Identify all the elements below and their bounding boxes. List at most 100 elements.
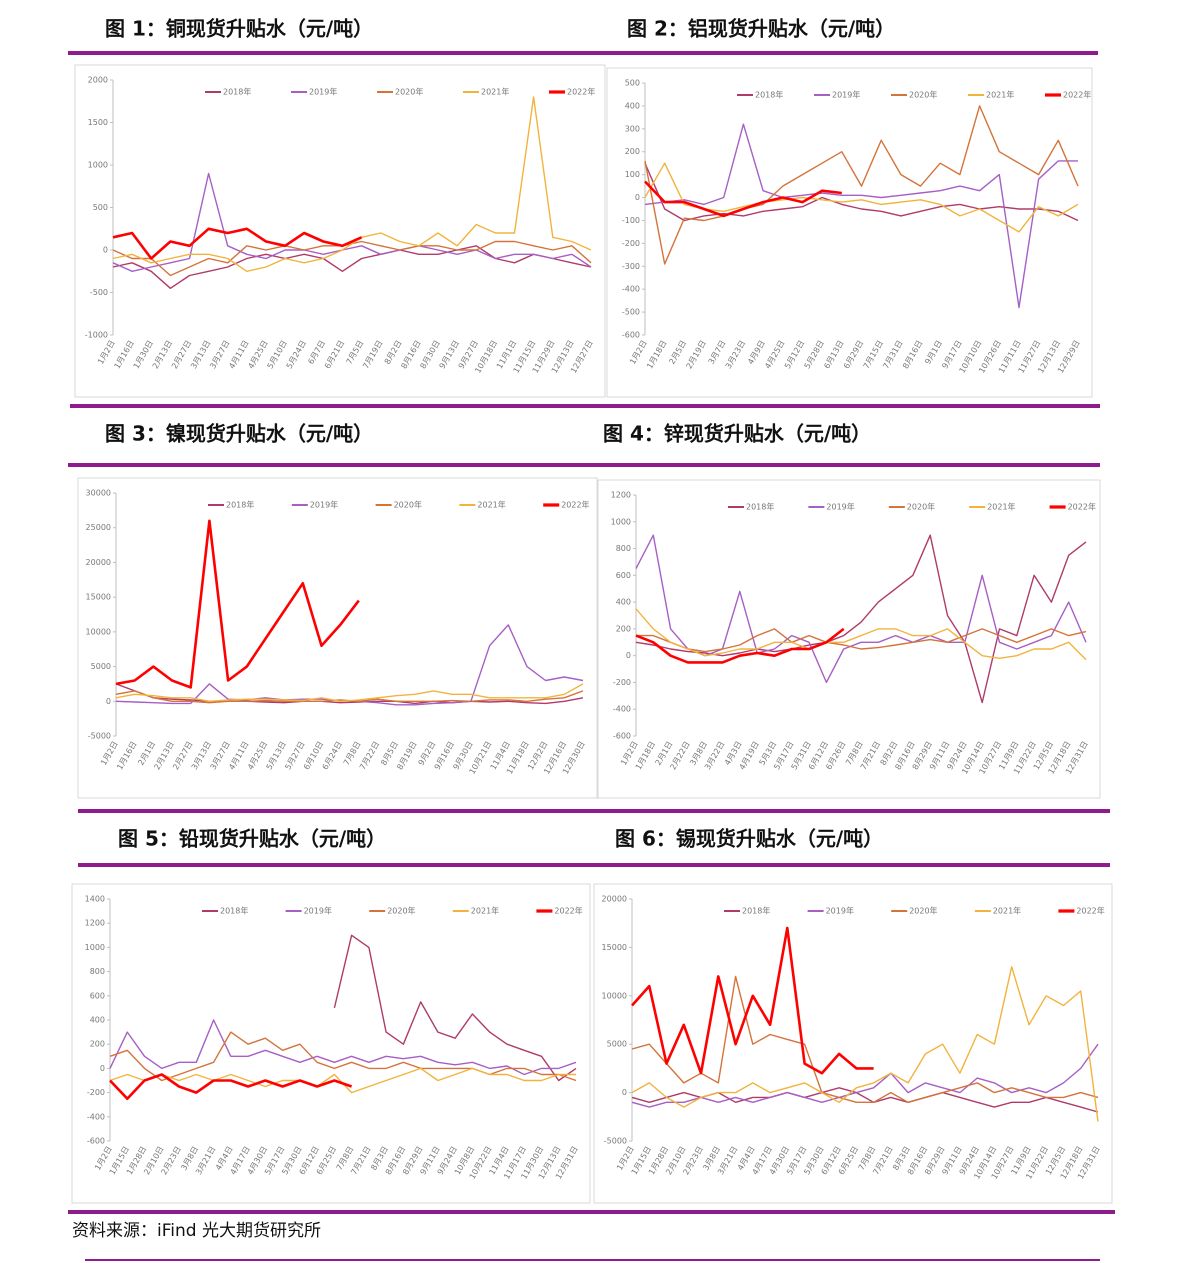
- legend-label: 2021年: [987, 502, 1015, 512]
- series-line: [109, 1019, 577, 1076]
- y-tick-label: 1500: [88, 118, 108, 127]
- y-tick-label: 1200: [611, 491, 631, 500]
- chart: 图 3：镍现货升贴水（元/吨） -5000 0 5000 10000 15000 20000…: [77, 422, 598, 799]
- y-tick-label: 200: [90, 1040, 105, 1049]
- chart: 图 1：铜现货升贴水（元/吨） -1000 -500 0 500 1000 1500 2000…: [74, 17, 606, 398]
- y-tick-label: 30000: [86, 489, 111, 498]
- y-tick-label: 0: [622, 1088, 627, 1097]
- y-tick-label: -400: [613, 705, 631, 714]
- chart-frame: [597, 479, 1101, 799]
- legend-label: 2021年: [986, 90, 1014, 100]
- chart: 图 6：锡现货升贴水（元/吨） -5000 0 5000 10000 15000 20000…: [593, 827, 1113, 1204]
- legend-label: 2020年: [394, 500, 422, 510]
- legend-label: 2020年: [909, 906, 937, 916]
- legend-label: 2021年: [993, 906, 1021, 916]
- chart-title: 图 4：锌现货升贴水（元/吨）: [603, 422, 871, 446]
- chart: 图 5：铅现货升贴水（元/吨） -600 -400 -200 0 200 400 600 800…: [71, 827, 591, 1204]
- series-line: [635, 608, 1087, 661]
- y-tick-label: -400: [87, 1112, 105, 1121]
- chart-title: 图 5：铅现货升贴水（元/吨）: [118, 827, 386, 851]
- y-tick-label: 1200: [85, 919, 105, 928]
- series-line: [644, 105, 1079, 265]
- legend-label: 2019年: [832, 90, 860, 100]
- series-line: [112, 245, 592, 289]
- chart-title: 图 3：镍现货升贴水（元/吨）: [105, 422, 373, 446]
- y-tick-label: 1000: [611, 517, 631, 526]
- y-tick-label: -500: [622, 308, 640, 317]
- y-tick-label: -600: [613, 732, 631, 741]
- chart-title: 图 2：铝现货升贴水（元/吨）: [627, 17, 895, 41]
- y-tick-label: 20000: [86, 558, 111, 567]
- legend-label: 2018年: [223, 87, 251, 97]
- y-tick-label: -100: [622, 216, 640, 225]
- series-line: [631, 926, 874, 1075]
- source-note: 资料来源：iFind 光大期货研究所: [72, 1221, 321, 1241]
- y-tick-label: 15000: [602, 943, 627, 952]
- y-tick-label: 800: [616, 544, 631, 553]
- y-tick-label: 20000: [602, 895, 627, 904]
- legend-label: 2019年: [310, 500, 338, 510]
- y-tick-label: 300: [625, 124, 640, 133]
- y-tick-label: -200: [622, 239, 640, 248]
- y-tick-label: 15000: [86, 593, 111, 602]
- legend-label: 2019年: [826, 502, 854, 512]
- series-line: [115, 519, 360, 689]
- legend-label: 2018年: [755, 90, 783, 100]
- y-tick-label: 1000: [88, 161, 108, 170]
- legend-label: 2022年: [1076, 906, 1104, 916]
- chart: 图 2：铝现货升贴水（元/吨） -600 -500 -400 -300 -200 -100 0…: [606, 17, 1093, 398]
- y-tick-label: 5000: [91, 662, 111, 671]
- chart-frame: [77, 477, 598, 799]
- y-tick-label: -300: [622, 262, 640, 271]
- legend-label: 2020年: [395, 87, 423, 97]
- legend-label: 2020年: [909, 90, 937, 100]
- legend-label: 2020年: [387, 906, 415, 916]
- legend-label: 2019年: [304, 906, 332, 916]
- series-line: [636, 628, 1087, 653]
- y-tick-label: 600: [90, 991, 105, 1000]
- legend-label: 2022年: [561, 500, 589, 510]
- y-tick-label: 100: [625, 170, 640, 179]
- y-tick-label: 200: [625, 147, 640, 156]
- legend-label: 2019年: [826, 906, 854, 916]
- y-tick-label: 600: [616, 571, 631, 580]
- legend-label: 2020年: [907, 502, 935, 512]
- y-tick-label: -400: [622, 285, 640, 294]
- y-tick-label: 5000: [607, 1040, 627, 1049]
- chart-title: 图 1：铜现货升贴水（元/吨）: [105, 17, 373, 41]
- separators: [68, 51, 1115, 1261]
- series-line: [644, 180, 842, 218]
- y-tick-label: -500: [90, 288, 108, 297]
- series-line: [109, 1073, 353, 1100]
- legend-label: 2021年: [471, 906, 499, 916]
- series-line: [644, 123, 1078, 309]
- y-tick-label: 25000: [86, 523, 111, 532]
- legend-label: 2019年: [309, 87, 337, 97]
- y-tick-label: 0: [626, 651, 631, 660]
- y-tick-label: 500: [625, 79, 640, 88]
- chart-frame: [71, 883, 591, 1204]
- legend-label: 2022年: [1063, 90, 1091, 100]
- y-tick-label: 2000: [88, 76, 108, 85]
- y-tick-label: -200: [87, 1088, 105, 1097]
- y-tick-label: 400: [616, 598, 631, 607]
- series-line: [635, 534, 1087, 684]
- legend-label: 2018年: [226, 500, 254, 510]
- chart-title: 图 6：锡现货升贴水（元/吨）: [615, 827, 883, 851]
- series-line: [333, 934, 577, 1082]
- legend-label: 2021年: [477, 500, 505, 510]
- series-line: [109, 1031, 577, 1082]
- y-tick-label: 0: [100, 1064, 105, 1073]
- series-line: [631, 975, 1099, 1103]
- chart: 图 4：锌现货升贴水（元/吨） -600 -400 -200 0 200 400 600 800…: [597, 422, 1101, 799]
- y-tick-label: 0: [635, 193, 640, 202]
- y-tick-label: -600: [87, 1137, 105, 1146]
- y-tick-label: 1000: [85, 943, 105, 952]
- legend-label: 2021年: [481, 87, 509, 97]
- y-tick-label: -5000: [88, 732, 111, 741]
- series-line: [644, 162, 1079, 233]
- y-tick-label: 1400: [85, 895, 105, 904]
- series-line: [112, 227, 363, 260]
- y-tick-label: 500: [93, 203, 108, 212]
